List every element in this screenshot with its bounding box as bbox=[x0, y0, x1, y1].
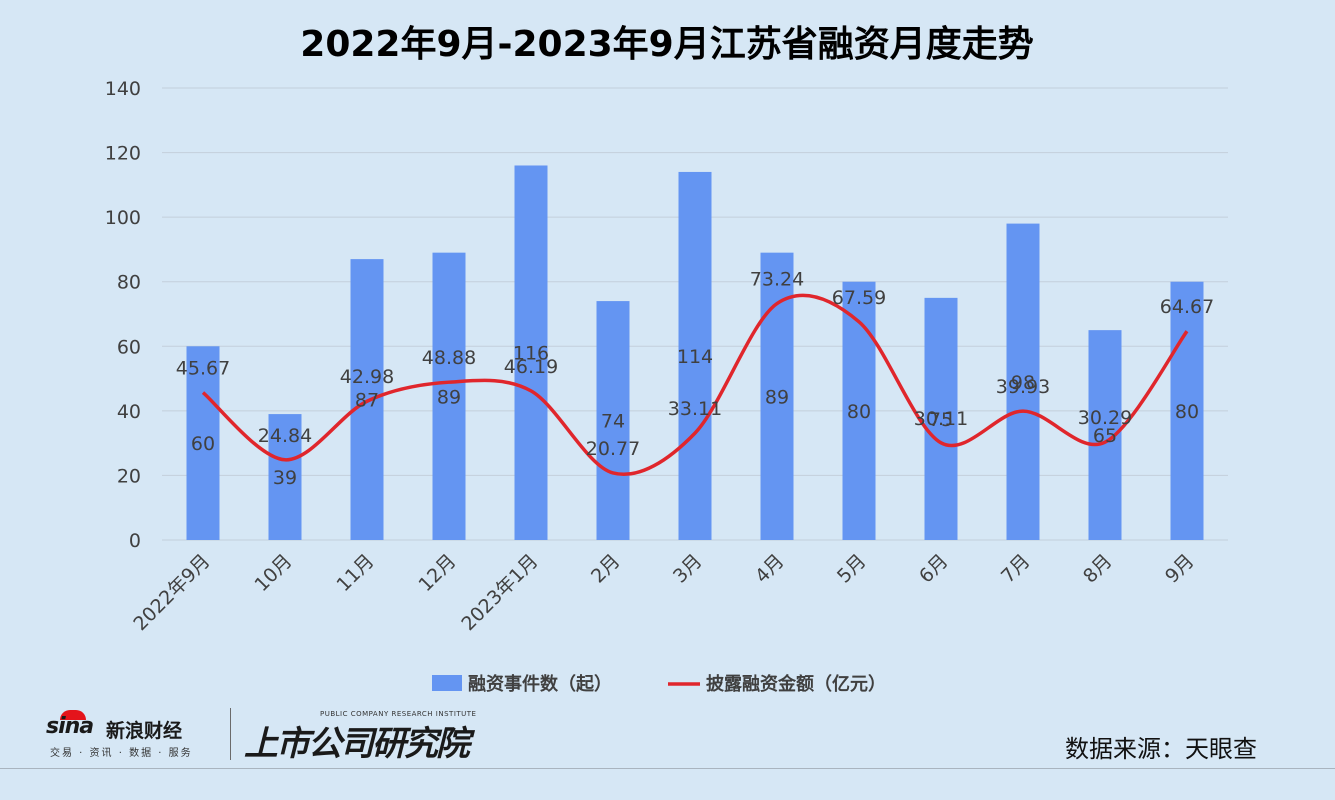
line-value-label: 48.88 bbox=[422, 347, 476, 369]
line-value-label: 30.29 bbox=[1078, 407, 1132, 429]
bar-value-label: 60 bbox=[191, 433, 215, 455]
x-tick-label: 2月 bbox=[587, 550, 625, 588]
bar-value-label: 80 bbox=[847, 401, 871, 423]
bar-value-label: 114 bbox=[677, 346, 713, 368]
x-tick-label: 3月 bbox=[669, 550, 707, 588]
x-tick-label: 10月 bbox=[250, 550, 296, 596]
bar-value-label: 87 bbox=[355, 390, 379, 412]
x-tick-label: 9月 bbox=[1161, 550, 1199, 588]
y-tick-label: 100 bbox=[105, 207, 141, 229]
x-tick-label: 6月 bbox=[915, 550, 953, 588]
x-tick-label: 12月 bbox=[414, 550, 460, 596]
bar bbox=[1170, 281, 1204, 540]
bar bbox=[924, 297, 958, 540]
bar-value-label: 98 bbox=[1011, 372, 1035, 394]
bar bbox=[842, 281, 876, 540]
amount-line bbox=[201, 293, 1189, 476]
line-value-label: 73.24 bbox=[750, 269, 804, 291]
legend-bar-label: 融资事件数（起） bbox=[468, 673, 612, 695]
line-value-label: 46.19 bbox=[504, 356, 558, 378]
research-institute-name: 上市公司研究院 bbox=[244, 724, 470, 764]
research-institute-english: PUBLIC COMPANY RESEARCH INSTITUTE bbox=[320, 710, 477, 718]
y-tick-label: 20 bbox=[117, 465, 141, 487]
bar-value-label: 116 bbox=[513, 343, 549, 365]
line-value-label: 67.59 bbox=[832, 287, 886, 309]
bottom-divider bbox=[0, 768, 1335, 769]
bar-value-label: 65 bbox=[1093, 425, 1117, 447]
x-tick-label: 8月 bbox=[1079, 550, 1117, 588]
x-tick-label: 7月 bbox=[997, 550, 1035, 588]
x-tick-label: 4月 bbox=[751, 550, 789, 588]
bar bbox=[432, 252, 466, 540]
bar bbox=[760, 252, 794, 540]
chart-title: 2022年9月-2023年9月江苏省融资月度走势 bbox=[300, 24, 1033, 65]
y-tick-label: 140 bbox=[105, 78, 141, 100]
line-value-label: 64.67 bbox=[1160, 296, 1214, 318]
bar-value-label: 80 bbox=[1175, 401, 1199, 423]
x-tick-label: 5月 bbox=[833, 550, 871, 588]
line-value-label: 39.93 bbox=[996, 376, 1050, 398]
sina-finance-name: 新浪财经 bbox=[106, 720, 183, 742]
legend-line-label: 披露融资金额（亿元） bbox=[706, 673, 886, 695]
line-value-label: 24.84 bbox=[258, 425, 312, 447]
y-tick-label: 40 bbox=[117, 401, 141, 423]
x-tick-label: 11月 bbox=[332, 550, 378, 596]
line-value-label: 42.98 bbox=[340, 366, 394, 388]
bar bbox=[514, 165, 548, 540]
sina-tagline: 交易 · 资讯 · 数据 · 服务 bbox=[50, 748, 193, 759]
research-institute-logo: PUBLIC COMPANY RESEARCH INSTITUTE 上市公司研究… bbox=[244, 706, 484, 764]
bar-value-label: 89 bbox=[437, 386, 461, 408]
bar-value-label: 74 bbox=[601, 411, 625, 433]
sina-wordmark: sina bbox=[46, 714, 94, 739]
bar-value-label: 89 bbox=[765, 386, 789, 408]
bar bbox=[186, 346, 220, 540]
bar-value-label: 75 bbox=[929, 409, 953, 431]
y-tick-label: 60 bbox=[117, 336, 141, 358]
x-tick-label: 2022年9月 bbox=[129, 550, 214, 635]
bar bbox=[268, 414, 302, 540]
x-tick-label: 2023年1月 bbox=[457, 550, 542, 635]
line-value-label: 30.11 bbox=[914, 408, 968, 430]
line-value-label: 20.77 bbox=[586, 438, 640, 460]
bar bbox=[596, 301, 630, 540]
data-source-note: 数据来源：天眼查 bbox=[1065, 735, 1257, 763]
logo-divider bbox=[230, 708, 231, 760]
y-tick-label: 80 bbox=[117, 272, 141, 294]
sina-finance-logo: sina 新浪财经 交易 · 资讯 · 数据 · 服务 bbox=[46, 710, 226, 760]
bar bbox=[678, 171, 712, 540]
line-value-label: 45.67 bbox=[176, 358, 230, 380]
bar-value-label: 39 bbox=[273, 467, 297, 489]
legend-bar-swatch bbox=[432, 675, 462, 691]
sina-eye-icon bbox=[60, 710, 86, 720]
y-tick-label: 0 bbox=[129, 530, 141, 552]
y-tick-label: 120 bbox=[105, 143, 141, 165]
bar bbox=[1006, 223, 1040, 540]
line-value-label: 33.11 bbox=[668, 398, 722, 420]
